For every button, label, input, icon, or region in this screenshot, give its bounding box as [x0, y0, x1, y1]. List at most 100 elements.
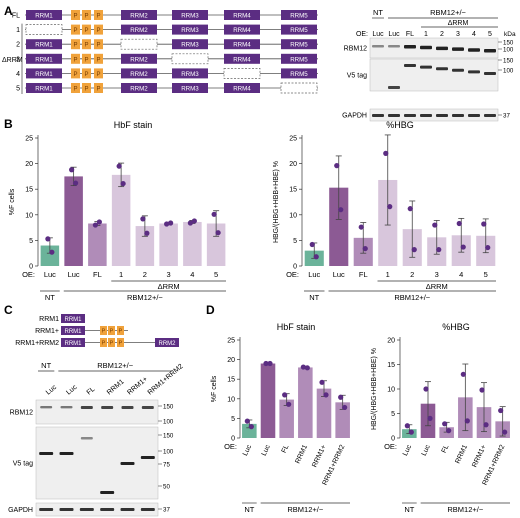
- deleted-rrm-domain: [223, 68, 261, 79]
- ptb-domain: [82, 83, 91, 93]
- blot-band: [39, 508, 54, 511]
- rrm-domain-label: RRM5: [290, 42, 308, 49]
- y-tick-label: 5: [293, 238, 297, 245]
- lane-label: 5: [488, 31, 492, 38]
- blot-band: [420, 65, 432, 69]
- blot-band: [141, 406, 154, 409]
- blot-band: [59, 452, 74, 455]
- x-tick-label: FL: [441, 444, 451, 454]
- data-point: [244, 418, 250, 424]
- y-tick-label: 20: [227, 357, 235, 364]
- construct-label: 1: [16, 27, 20, 34]
- rrm-domain: [121, 83, 157, 93]
- bar: [279, 399, 294, 438]
- data-point: [248, 424, 254, 430]
- rrm-domain: [172, 24, 208, 35]
- rrm-domain: [155, 338, 179, 347]
- data-point: [144, 230, 150, 236]
- ptb-label: P: [73, 28, 77, 34]
- ptb-domain: [94, 39, 103, 50]
- blot-band: [140, 456, 155, 459]
- lane-label: RRM1+: [126, 376, 149, 397]
- rrm-domain-label: RRM2: [130, 56, 148, 63]
- deleted-rrm-domain: [171, 53, 209, 65]
- x-tick-label: RRM1: [454, 444, 469, 465]
- chart-hbf-stain-drrm: HbF stain 0 5 10 15 20 25 %F cells Luc Luc FL 1 2 3 4 5…: [9, 120, 226, 302]
- y-axis-label: %F cells: [9, 188, 16, 215]
- rrm-domain: [121, 10, 157, 20]
- data-point: [362, 245, 368, 252]
- deleted-rrm-domain: [120, 38, 158, 50]
- rrm-domain-label: RRM3: [181, 27, 199, 34]
- ptb-label: P: [73, 43, 77, 49]
- blot-band: [372, 45, 384, 48]
- blot-band: [100, 508, 115, 511]
- bar: [206, 223, 226, 266]
- data-point: [286, 401, 292, 407]
- blot-band: [80, 437, 93, 440]
- rrm-domain: [281, 39, 317, 50]
- data-point: [168, 220, 174, 226]
- bar: [40, 245, 60, 266]
- y-tick-label: 20: [25, 161, 33, 168]
- rrm-domain-label: RRM5: [290, 56, 308, 63]
- marker-label: 37: [163, 506, 170, 513]
- x-tick-label: 1: [119, 270, 123, 279]
- x-tick-label: Luc: [402, 443, 413, 457]
- data-point: [319, 379, 325, 385]
- marker-label: 150: [503, 57, 514, 64]
- drrm-label: ΔRRM: [2, 57, 23, 64]
- construct-label: RRM1: [39, 316, 59, 323]
- genotype-label: RBM12+/−: [127, 293, 163, 302]
- rrm-domain-label: RRM1: [64, 341, 82, 347]
- ptb-label: P: [96, 72, 100, 78]
- oe-label: OE:: [356, 31, 368, 38]
- data-point: [191, 218, 197, 224]
- oe-label: OE:: [22, 270, 35, 279]
- nt-label: NT: [373, 8, 383, 17]
- bar: [64, 176, 83, 266]
- blot-row-label: V5 tag: [13, 461, 33, 468]
- x-tick-label: 3: [167, 270, 171, 279]
- rrm-domain: [61, 338, 85, 347]
- x-tick-label: Luc: [421, 443, 432, 457]
- y-tick-label: 25: [289, 136, 297, 143]
- bar: [135, 226, 155, 266]
- data-point: [446, 428, 452, 434]
- ptb-label: P: [84, 43, 88, 49]
- blot-strip: [35, 426, 159, 500]
- ptb-label: P: [110, 329, 114, 335]
- bar: [439, 427, 454, 438]
- blot-band: [120, 508, 135, 511]
- ptb-domain: [100, 338, 107, 347]
- nt-label: NT: [45, 293, 55, 302]
- rrm-domain-label: RRM2: [130, 86, 148, 93]
- rrm-domain: [26, 10, 62, 20]
- x-tick-label: 3: [435, 270, 439, 279]
- rrm-domain: [61, 314, 85, 323]
- chart-title: %HBG: [386, 120, 414, 130]
- bar: [88, 223, 107, 266]
- x-tick-label: 5: [214, 270, 218, 279]
- construct-label: RRM1+: [35, 328, 59, 335]
- data-point: [404, 423, 410, 429]
- bar: [298, 367, 313, 438]
- blot-band: [484, 49, 496, 53]
- lane-label: RRM1: [106, 378, 126, 396]
- rrm-domain-label: RRM5: [290, 71, 308, 78]
- blot-band: [39, 452, 54, 455]
- blot-band: [59, 508, 74, 511]
- data-point: [263, 360, 269, 367]
- blot-band: [404, 64, 416, 67]
- lane-label: FL: [406, 31, 414, 38]
- y-tick-label: 0: [29, 264, 33, 271]
- ptb-domain: [94, 24, 103, 35]
- y-tick-label: 15: [227, 377, 235, 384]
- panel-label-a: A: [4, 4, 13, 18]
- x-tick-label: RRM1+: [471, 444, 487, 469]
- data-point: [45, 236, 51, 242]
- blot-band: [468, 48, 480, 52]
- blot-band: [484, 72, 496, 75]
- blot-band: [79, 508, 94, 511]
